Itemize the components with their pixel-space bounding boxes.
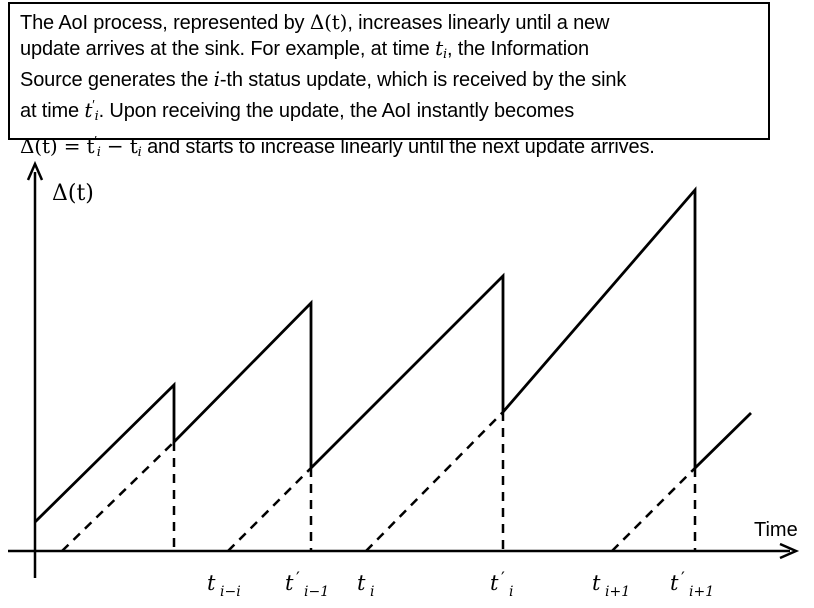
tick-sub: i [509, 584, 513, 600]
tick-label-t-i-plus-1: t i+1 [592, 571, 630, 600]
caption-line-3: Source generates the i-th status update,… [20, 67, 758, 93]
tick-label-t-prime-i: t ′ i [490, 569, 513, 600]
math-prime: ′ [94, 133, 97, 149]
math-sub-i: i [96, 145, 101, 161]
tick-prime: ′ [296, 569, 300, 589]
y-axis-label: Δ(t) [52, 181, 94, 206]
caption-line-2: update arrives at the sink. For example,… [20, 36, 758, 68]
caption-line-1: The AoI process, represented by Δ(t), in… [20, 10, 758, 36]
dashed-ramp [611, 467, 696, 552]
dashed-ramp [227, 467, 312, 552]
math-sub-i: i [442, 46, 447, 62]
tick-prime: ′ [501, 569, 505, 589]
caption-text: , increases linearly until a new [347, 12, 610, 34]
math-prime: ′ [92, 96, 95, 112]
tick-base: t [592, 571, 601, 595]
x-axis-arrowhead [779, 542, 800, 560]
tick-sub: i+1 [689, 584, 714, 600]
caption-text: -th status update, which is received by … [219, 69, 627, 92]
math-sub-i: i [94, 108, 99, 124]
caption-text: and starts to increase linearly until th… [141, 136, 655, 159]
tick-base: t [670, 571, 679, 595]
tick-sub: i+1 [605, 584, 630, 600]
caption-box: The AoI process, represented by Δ(t), in… [8, 2, 770, 160]
aoi-curve [34, 186, 752, 523]
math-eq-lhs: Δ(t) = t [20, 134, 95, 159]
dashed-ramp [365, 411, 504, 552]
caption-text: , the Information [446, 37, 589, 60]
tick-base: t [490, 571, 499, 595]
caption-line-4: at time t′i. Upon receiving the update, … [20, 93, 758, 130]
tick-sub: i−1 [304, 584, 329, 600]
x-axis-label: Time [754, 519, 798, 541]
tick-sub: i−i [220, 584, 241, 600]
caption-text: at time [20, 99, 85, 122]
tick-base: t [207, 571, 216, 595]
caption-text: The AoI process, represented by [20, 12, 310, 34]
math-t: t [84, 97, 93, 122]
tick-prime: ′ [681, 569, 685, 589]
math-i: i [213, 67, 220, 92]
dashed-ramp [61, 441, 175, 552]
tick-label-t-prime-i-minus-1: t ′ i−1 [285, 569, 329, 600]
tick-base: t [285, 571, 294, 595]
y-axis-arrowhead [26, 160, 44, 181]
tick-label-t-prime-i-plus-1: t ′ i+1 [670, 569, 714, 600]
caption-text: . Upon receiving the update, the AoI ins… [98, 99, 575, 122]
math-t: t [435, 35, 443, 60]
caption-text: update arrives at the sink. For example,… [20, 37, 436, 60]
tick-label-t-i: t i [357, 571, 374, 600]
tick-base: t [357, 571, 366, 595]
tick-sub: i [370, 584, 374, 600]
math-sub-i: i [137, 145, 142, 161]
caption-line-5: Δ(t) = t′i − ti and starts to increase l… [20, 129, 758, 166]
caption-text: Source generates the [20, 69, 214, 92]
math-eq-minus: − t [100, 134, 138, 159]
math-delta-t: Δ(t) [309, 10, 348, 34]
tick-label-t-i-minus-1: t i−i [207, 571, 241, 600]
